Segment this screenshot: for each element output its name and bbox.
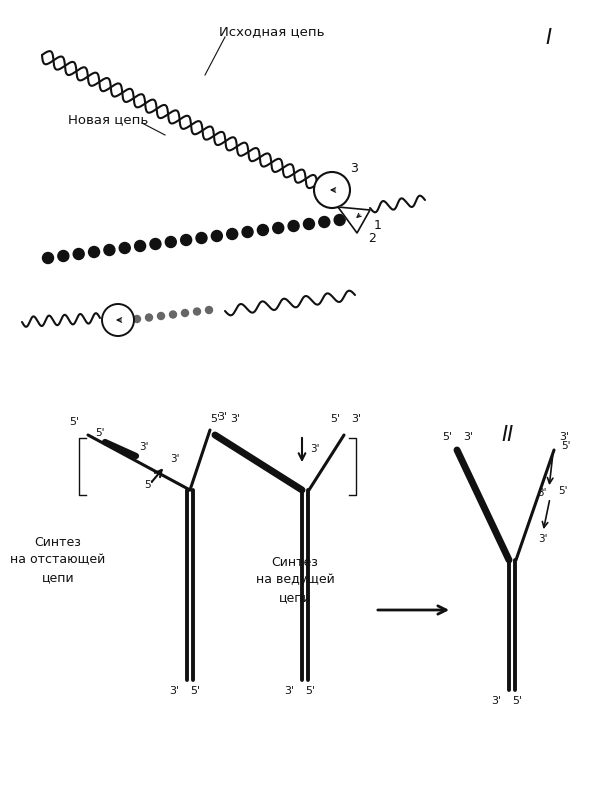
- Text: 3': 3': [169, 686, 179, 696]
- Text: 3': 3': [351, 414, 361, 424]
- Text: 3': 3': [491, 696, 501, 706]
- Circle shape: [349, 212, 361, 224]
- Circle shape: [211, 231, 223, 242]
- Text: 3': 3': [217, 412, 227, 422]
- Circle shape: [242, 227, 253, 238]
- Text: 3: 3: [350, 162, 358, 175]
- Text: 5': 5': [190, 686, 200, 696]
- Text: 3': 3': [310, 444, 320, 454]
- Circle shape: [166, 237, 176, 247]
- Circle shape: [58, 250, 69, 261]
- Text: 3': 3': [559, 432, 569, 442]
- Text: 5': 5': [305, 686, 315, 696]
- Text: 3': 3': [230, 414, 240, 424]
- Text: 3': 3': [537, 488, 547, 498]
- Circle shape: [196, 232, 207, 243]
- Circle shape: [314, 172, 350, 208]
- Text: 3': 3': [139, 442, 149, 452]
- Text: 1: 1: [374, 219, 382, 232]
- Circle shape: [288, 220, 299, 231]
- Text: Новая цепь: Новая цепь: [68, 113, 148, 127]
- Circle shape: [133, 316, 140, 323]
- Circle shape: [170, 311, 176, 318]
- Circle shape: [334, 215, 345, 226]
- Text: 5': 5': [95, 428, 104, 438]
- Circle shape: [150, 238, 161, 249]
- Text: 5': 5': [512, 696, 522, 706]
- Text: 3': 3': [463, 432, 473, 442]
- Text: Исходная цепь: Исходная цепь: [219, 25, 325, 39]
- Circle shape: [205, 306, 212, 313]
- Circle shape: [193, 308, 200, 315]
- Circle shape: [104, 245, 115, 256]
- Text: II: II: [502, 425, 514, 445]
- Text: 5': 5': [442, 432, 452, 442]
- Text: Синтез
на отстающей
цепи: Синтез на отстающей цепи: [10, 535, 106, 585]
- Circle shape: [273, 223, 284, 234]
- Circle shape: [134, 241, 146, 252]
- Text: 5': 5': [144, 480, 154, 490]
- Text: 3': 3': [170, 454, 179, 464]
- Text: I: I: [545, 28, 551, 48]
- Circle shape: [182, 309, 188, 316]
- Text: 5': 5': [69, 417, 79, 427]
- Circle shape: [119, 242, 130, 253]
- Circle shape: [73, 249, 84, 260]
- Circle shape: [43, 253, 53, 264]
- Polygon shape: [338, 207, 370, 233]
- Text: 5': 5': [210, 414, 220, 424]
- Circle shape: [146, 314, 152, 321]
- Circle shape: [102, 304, 134, 336]
- Text: Синтез
на ведущей
цепи: Синтез на ведущей цепи: [256, 556, 334, 604]
- Circle shape: [157, 312, 164, 320]
- Circle shape: [257, 224, 268, 235]
- Circle shape: [181, 235, 191, 246]
- Circle shape: [319, 216, 330, 227]
- Text: 5': 5': [561, 441, 571, 451]
- Circle shape: [89, 246, 100, 257]
- Text: 5': 5': [330, 414, 340, 424]
- Text: 3': 3': [538, 534, 548, 544]
- Circle shape: [227, 228, 238, 239]
- Circle shape: [304, 219, 314, 230]
- Text: 5': 5': [558, 486, 568, 496]
- Text: 3': 3': [284, 686, 294, 696]
- Text: 2: 2: [368, 232, 376, 245]
